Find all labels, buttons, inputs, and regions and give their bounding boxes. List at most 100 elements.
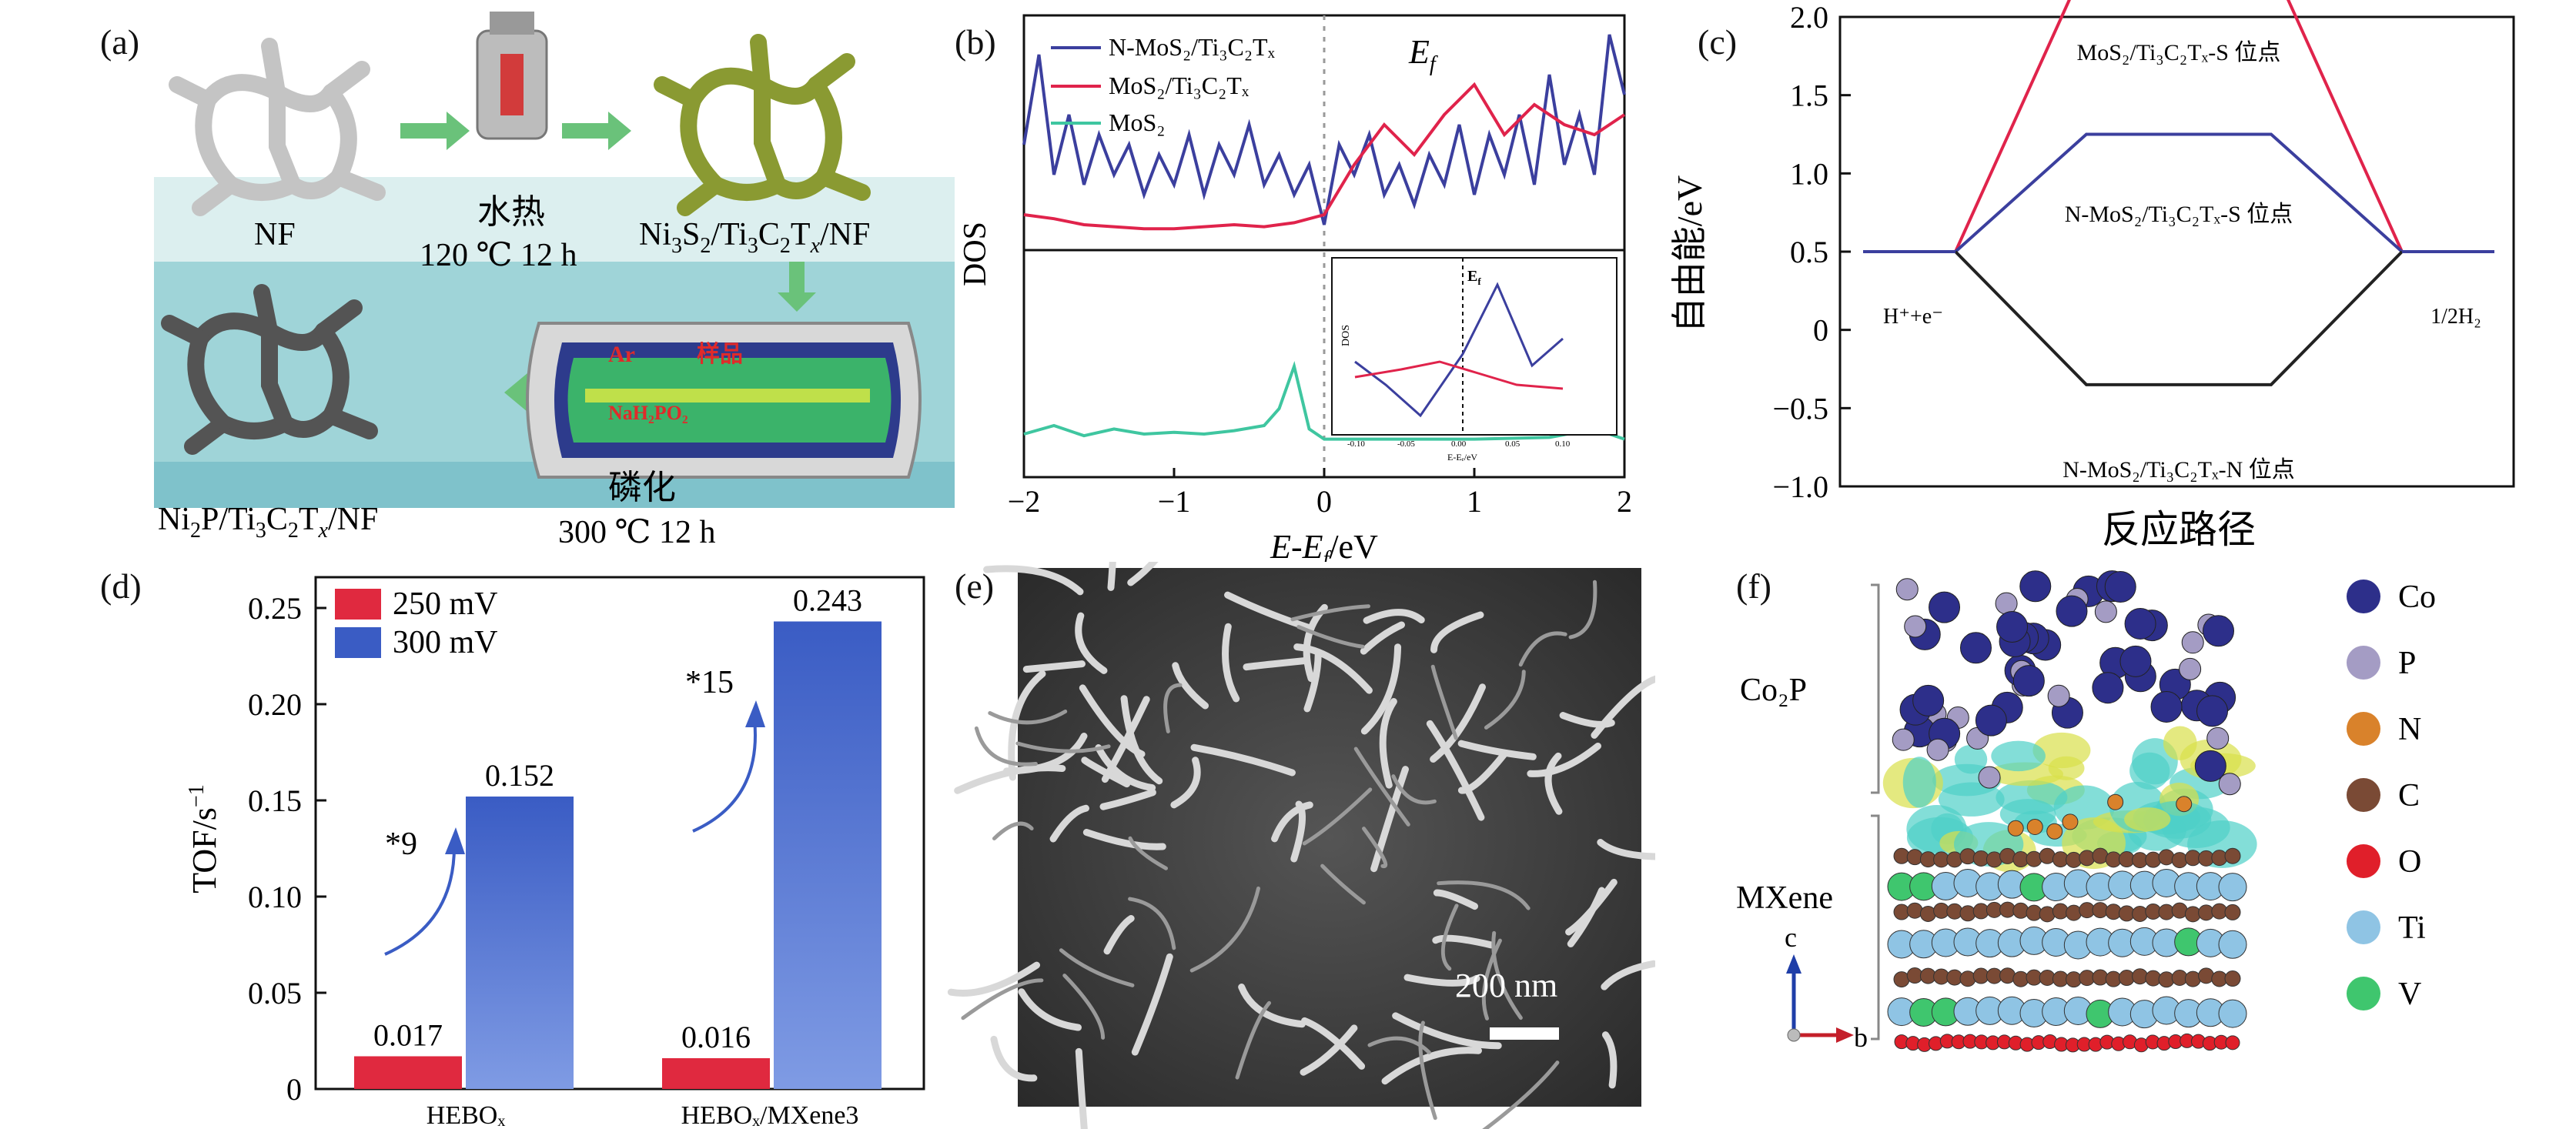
atom-co <box>1996 610 2029 643</box>
atom-p <box>2218 773 2241 796</box>
atom-c <box>2039 906 2056 923</box>
panel-e-label: (e) <box>955 566 995 606</box>
sem-flake <box>1243 656 1310 671</box>
legend-co-label: Co <box>2398 580 2436 615</box>
annotation-arrow-2 <box>692 719 757 833</box>
label-co2p: Co₂P <box>1740 673 1807 708</box>
panel-b-label: (b) <box>955 22 996 62</box>
gibbs-ytick: 1.5 <box>1790 78 1828 113</box>
atom-c <box>2224 847 2241 864</box>
sem-flake <box>1403 974 1480 987</box>
charge-density-blob <box>1902 757 1936 808</box>
legend-c-label: C <box>2398 778 2420 813</box>
sem-flake <box>1127 562 1159 586</box>
sem-flake <box>1302 787 1373 846</box>
atom-co <box>1975 704 2007 737</box>
legend-300-swatch <box>335 627 381 658</box>
atom-n <box>2026 818 2043 835</box>
category-heb-mxene: HEBOₓ/MXene3 <box>681 1101 859 1129</box>
atom-n <box>2062 813 2079 830</box>
annotation-arrow-1 <box>384 846 456 956</box>
atom-c <box>2224 904 2241 920</box>
tof-bar-label: 0.016 <box>681 1020 751 1054</box>
sem-flake <box>1601 1031 1618 1089</box>
legend-c-swatch <box>2347 778 2380 812</box>
svg-text:-0.05: -0.05 <box>1397 439 1415 449</box>
sem-flake <box>1457 740 1537 760</box>
tof-ylabel: TOF/s−1 <box>185 784 223 893</box>
sem-flake <box>1426 720 1485 821</box>
sem-flake <box>1131 953 1173 1056</box>
sem-flake <box>1353 747 1410 827</box>
atom-c <box>2012 902 2029 919</box>
sem-flake <box>1432 934 1495 949</box>
inset-xlabel: E-Eₑ/eV <box>1447 452 1477 463</box>
sem-flake <box>1391 774 1437 805</box>
tof-ytick: 0.05 <box>248 976 302 1010</box>
sem-flake <box>988 709 1068 725</box>
sem-flake <box>1491 930 1523 1020</box>
sem-flake <box>1559 712 1615 728</box>
ni2p-foam-icon <box>161 284 378 455</box>
atom-c <box>1906 902 1923 919</box>
autoclave-icon <box>476 12 548 140</box>
sem-flake <box>1518 631 1567 667</box>
sem-flake <box>1099 789 1156 810</box>
sem-flake <box>1430 664 1458 740</box>
sem-flake <box>1300 1024 1358 1076</box>
atom-co <box>2104 571 2136 603</box>
sem-flake <box>1103 914 1135 955</box>
sem-flake <box>1082 829 1166 850</box>
label-mxene: MXene <box>1736 880 1833 916</box>
tof-ytick: 0.10 <box>248 880 302 914</box>
annotation-15: *15 <box>685 665 734 700</box>
atom-co <box>1959 632 1992 664</box>
tof-bar <box>466 797 574 1089</box>
dos-series-2 <box>1023 360 1625 441</box>
dos-xtick: 2 <box>1617 484 1632 519</box>
atom-c <box>1946 851 1963 868</box>
dos-ylabel: DOS <box>958 222 993 286</box>
atom-p <box>1995 592 2018 615</box>
sem-flake <box>1392 1012 1502 1050</box>
atom-c <box>2198 967 2215 984</box>
atom-c <box>1999 847 2016 864</box>
gibbs-xlabel: 反应路径 <box>2102 508 2256 551</box>
atom-co <box>2194 750 2226 782</box>
sem-flake <box>1190 743 1296 777</box>
sem-flake <box>1172 662 1209 710</box>
sem-flake <box>1430 683 1486 763</box>
atom-co <box>2203 615 2235 647</box>
sem-flake <box>1363 609 1425 624</box>
ni3s2-foam-icon <box>654 34 871 216</box>
legend-co-swatch <box>2347 580 2380 613</box>
sem-flake <box>1565 878 1618 936</box>
tube-furnace-icon: Ar 样品 NaH₂PO₂ <box>526 322 922 479</box>
atom-co <box>2119 645 2152 677</box>
dos-legend: N-MoS₂/Ti₃C₂Tₓ MoS₂/Ti₃C₂Tₓ MoS₂ <box>1051 33 1276 136</box>
gibbs-ytick: 2.0 <box>1790 0 1828 35</box>
sem-flake <box>961 978 1044 1020</box>
sem-flake <box>1418 1020 1437 1121</box>
label-hydrothermal: 水热 <box>477 193 545 231</box>
svg-text:样品: 样品 <box>697 342 743 367</box>
sem-flake <box>1482 1061 1560 1129</box>
sem-flake <box>1008 670 1046 781</box>
atom-c <box>1999 967 2016 984</box>
tof-bar <box>662 1058 770 1089</box>
tof-bar-label: 0.017 <box>373 1018 443 1053</box>
sem-flake <box>992 821 1034 841</box>
sem-flake <box>1235 1000 1272 1080</box>
tof-ytick: 0.25 <box>248 591 302 626</box>
charge-density-blob <box>2124 807 2171 832</box>
sem-flake <box>1290 604 1370 622</box>
legend-p-swatch <box>2347 646 2380 680</box>
atom-c <box>1959 970 1976 987</box>
panel-f: (f) Co₂P MXene c b Co P N C O Ti V <box>1655 562 2576 1129</box>
atom-c <box>2066 851 2083 868</box>
label-bot-level: N-MoS₂/Ti₃C₂Tₓ-N 位点 <box>2062 457 2295 483</box>
sem-flake <box>1075 612 1108 674</box>
tof-bar-label: 0.243 <box>793 583 862 618</box>
atom-p <box>2179 657 2202 680</box>
sem-flake <box>1002 732 1088 775</box>
